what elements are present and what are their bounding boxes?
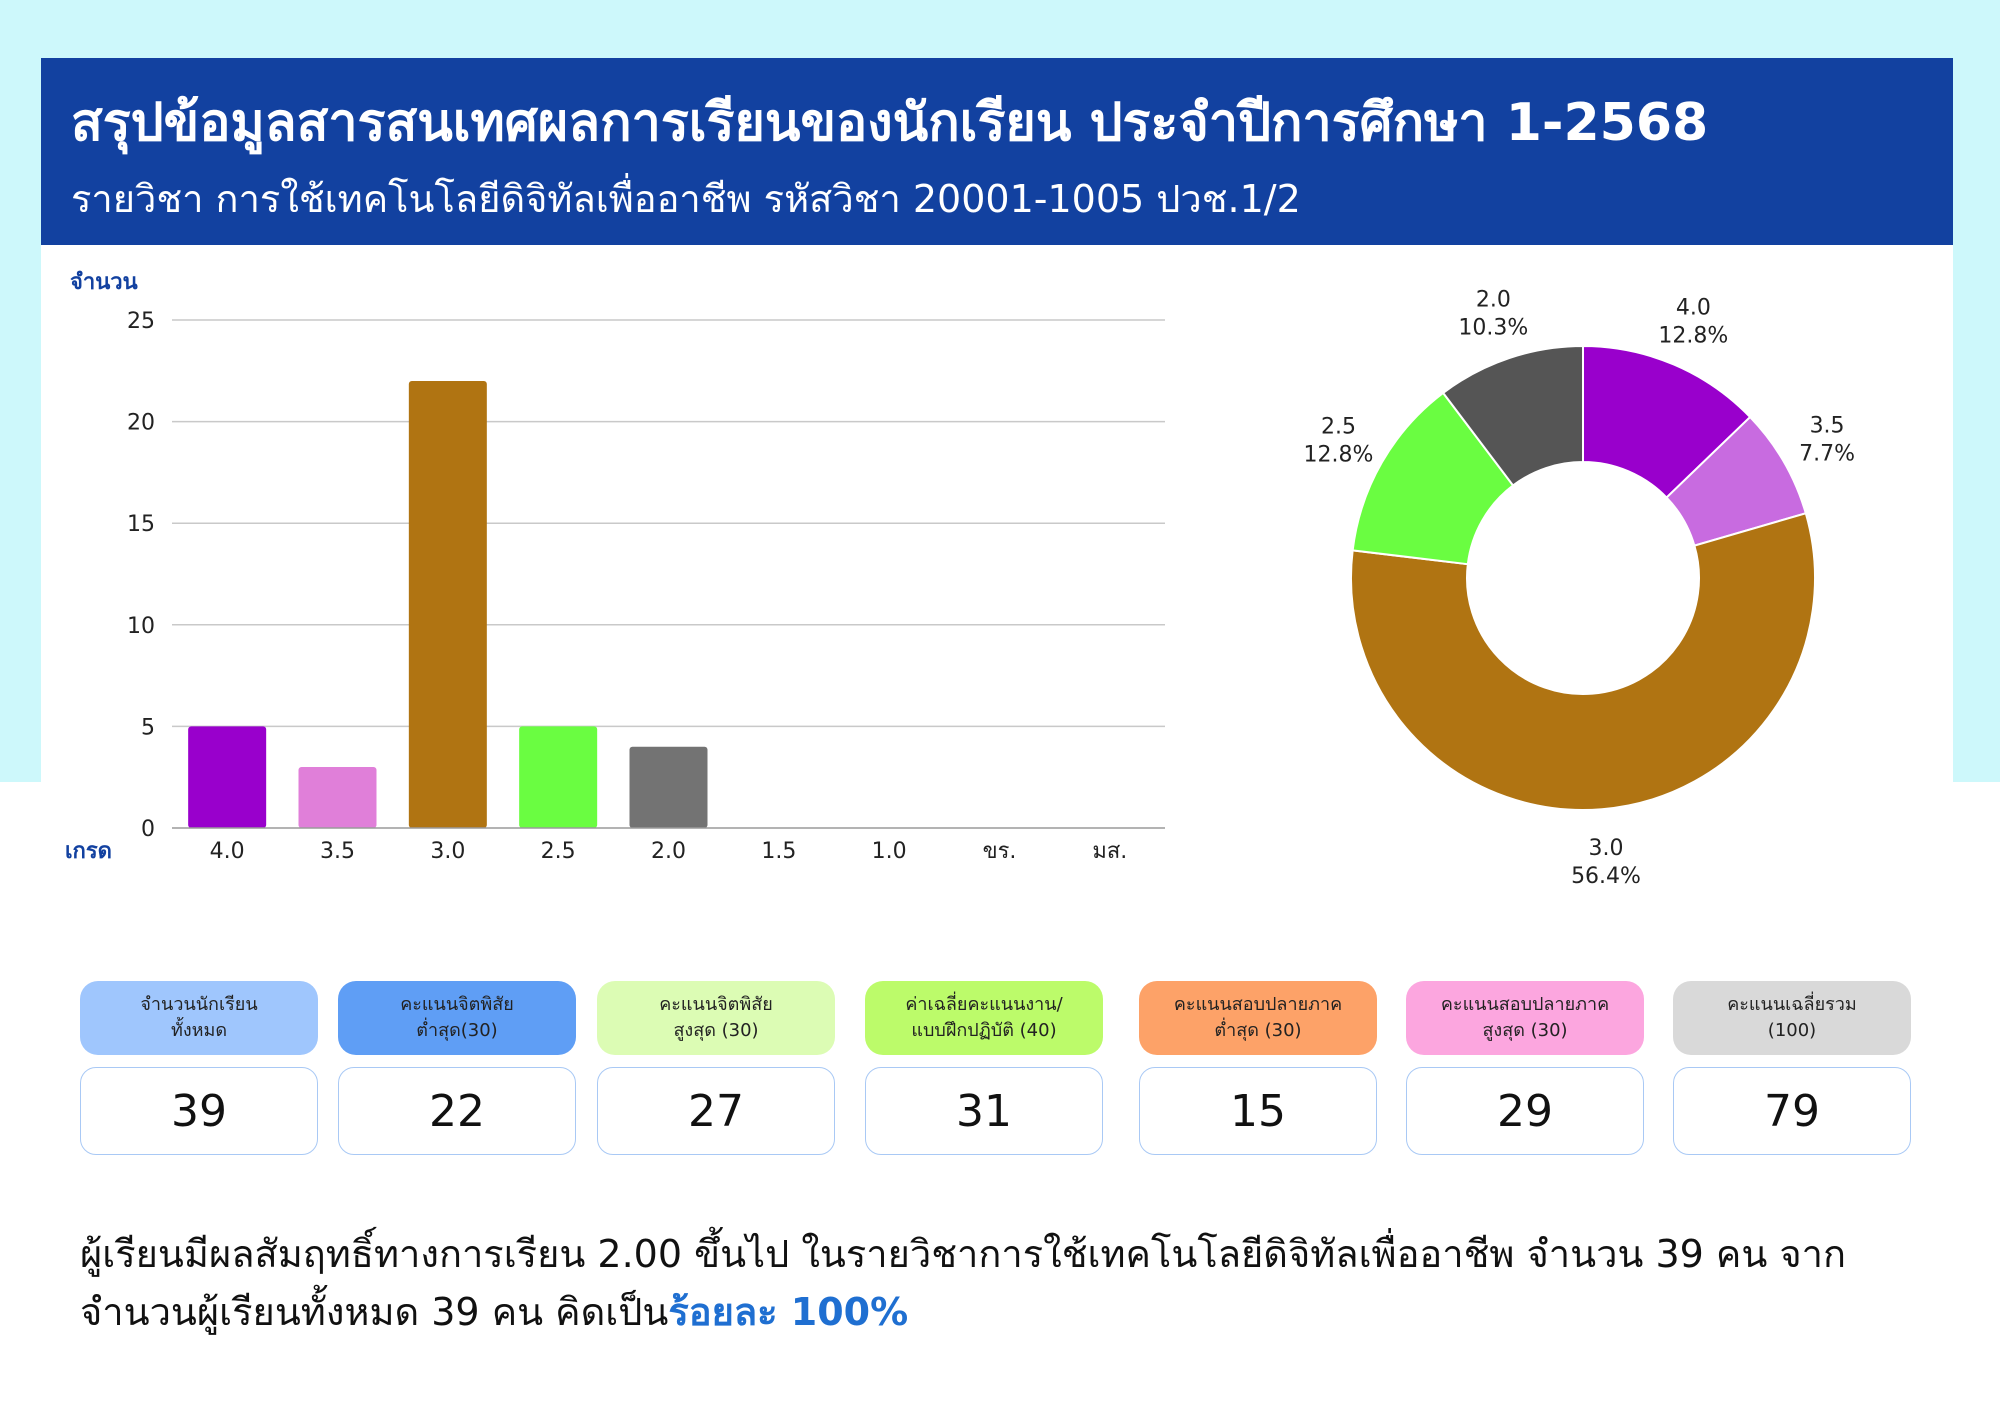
- donut-label-group: 4.0 12.8%: [1658, 295, 1728, 348]
- stat-label: ค่าเฉลี่ยคะแนนงาน/ แบบฝึกปฏิบัติ (40): [865, 981, 1103, 1055]
- stat-value: 31: [865, 1067, 1103, 1155]
- stat-value: 29: [1406, 1067, 1644, 1155]
- donut-slice-label: 4.0: [1676, 295, 1711, 320]
- stat-value: 15: [1139, 1067, 1377, 1155]
- bar-y-tick-label: 25: [127, 309, 155, 334]
- stat-value: 22: [338, 1067, 576, 1155]
- stat-label: คะแนนสอบปลายภาค ต่ำสุด (30): [1139, 981, 1377, 1055]
- bar-x-tick-label: 3.5: [320, 839, 355, 864]
- donut-slice-label: 2.5: [1321, 415, 1356, 440]
- bar-x-tick-label: ขร.: [983, 839, 1017, 864]
- donut-slice-label: 3.0: [1589, 836, 1624, 861]
- page-title: สรุปข้อมูลสารสนเทศผลการเรียนของนักเรียน …: [71, 93, 1709, 153]
- donut-slice-percent: 12.8%: [1658, 323, 1728, 348]
- bar-2.0: [629, 746, 708, 828]
- donut-slice-2.0: [1441, 344, 1584, 487]
- bar-x-tick-label: 4.0: [210, 839, 245, 864]
- stat-label: คะแนนจิตพิสัย ต่ำสุด(30): [338, 981, 576, 1055]
- stat-label: คะแนนสอบปลายภาค สูงสุด (30): [1406, 981, 1644, 1055]
- bar-x-tick-label: 1.0: [872, 839, 907, 864]
- bar-x-tick-label: 2.5: [541, 839, 576, 864]
- header-banner: สรุปข้อมูลสารสนเทศผลการเรียนของนักเรียน …: [41, 58, 1953, 245]
- stat-label: คะแนนจิตพิสัย สูงสุด (30): [597, 981, 835, 1055]
- bar-x-tick-label: มส.: [1092, 839, 1127, 864]
- bar-3.0: [408, 380, 487, 828]
- bar-y-axis-label: จำนวน: [70, 270, 138, 295]
- bar-y-tick-label: 0: [141, 817, 155, 842]
- donut-slice-3.0: [1350, 512, 1816, 811]
- stat-label: คะแนนเฉลี่ยรวม (100): [1673, 981, 1911, 1055]
- donut-label-group: 3.0 56.4%: [1571, 836, 1641, 889]
- donut-slice-percent: 56.4%: [1571, 864, 1641, 889]
- bar-y-tick-label: 5: [141, 715, 155, 740]
- bar-y-tick-label: 20: [127, 411, 155, 436]
- donut-label-group: 2.0 10.3%: [1458, 288, 1528, 341]
- bar-x-axis-label: เกรด: [65, 839, 112, 864]
- stat-value: 79: [1673, 1067, 1911, 1155]
- bar-x-tick-label: 2.0: [651, 839, 686, 864]
- bar-y-tick-label: 15: [127, 512, 155, 537]
- bar-3.5: [298, 767, 377, 828]
- bar-chart: จำนวน เกรด 0 5 10 15 20 25 4.0 3.5 3.0 2.5 2.0 1.5 1…: [65, 270, 1165, 864]
- stat-value: 27: [597, 1067, 835, 1155]
- summary-body: ผู้เรียนมีผลสัมฤทธิ์ทางการเรียน 2.00 ขึ้…: [80, 1232, 1846, 1334]
- bar-x-tick-label: 1.5: [761, 839, 796, 864]
- bar-2.5: [519, 726, 598, 828]
- page-subtitle: รายวิชา การใช้เทคโนโลยีดิจิทัลเพื่ออาชีพ…: [71, 177, 1301, 221]
- donut-slice-percent: 10.3%: [1458, 316, 1528, 341]
- stat-value: 39: [80, 1067, 318, 1155]
- stat-label: จำนวนนักเรียน ทั้งหมด: [80, 981, 318, 1055]
- donut-label-group: 3.5 7.7%: [1799, 414, 1855, 467]
- donut-slice-percent: 7.7%: [1799, 442, 1855, 467]
- donut-slice-label: 2.0: [1476, 288, 1511, 313]
- donut-slice-percent: 12.8%: [1304, 443, 1374, 468]
- bar-4.0: [188, 726, 267, 828]
- bar-x-tick-label: 3.0: [430, 839, 465, 864]
- donut-slice-label: 3.5: [1810, 414, 1845, 439]
- summary-highlight: ร้อยละ 100%: [668, 1290, 909, 1334]
- summary-text: ผู้เรียนมีผลสัมฤทธิ์ทางการเรียน 2.00 ขึ้…: [80, 1225, 1940, 1341]
- donut-label-group: 2.5 12.8%: [1304, 415, 1374, 468]
- bar-y-tick-label: 10: [127, 614, 155, 639]
- donut-chart: 4.0 12.8% 3.5 7.7% 3.0 56.4% 2.5 12.8% 2.0 10.3%: [1304, 288, 1855, 889]
